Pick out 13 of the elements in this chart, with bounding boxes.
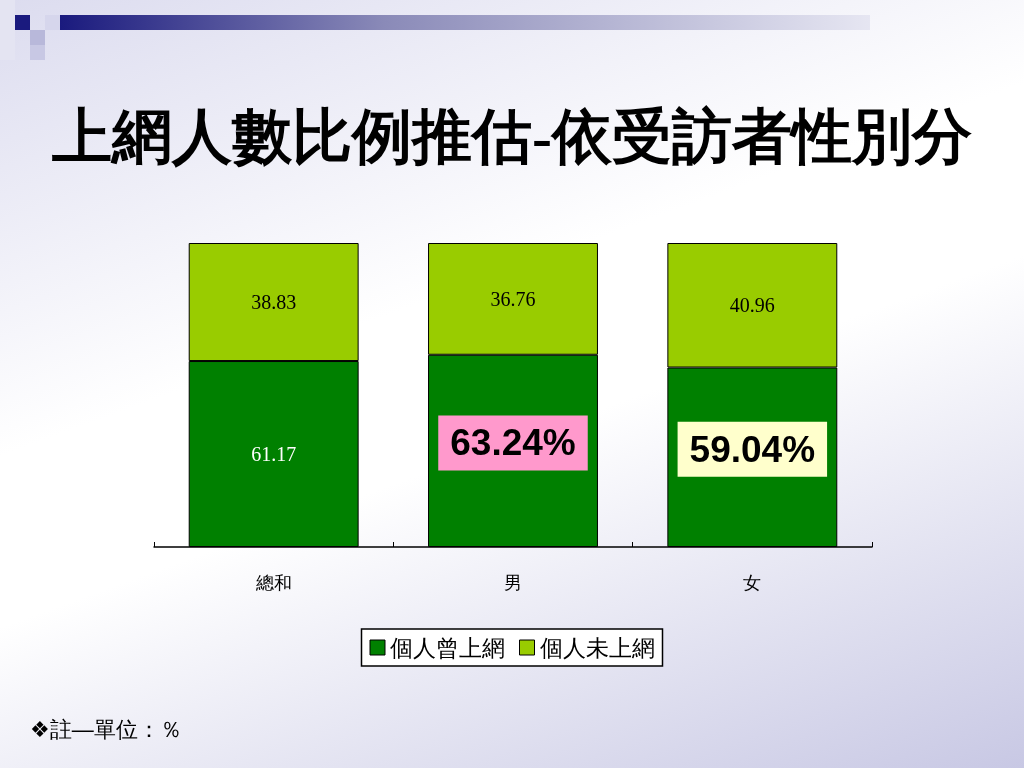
data-label: 38.83 xyxy=(251,291,297,314)
data-label: 61.17 xyxy=(251,443,297,466)
data-label: 59.04% xyxy=(689,428,816,470)
x-tick-label: 男 xyxy=(504,573,522,593)
data-label: 36.76 xyxy=(490,287,536,310)
x-tick-label: 總和 xyxy=(254,573,292,593)
data-label: 40.96 xyxy=(729,294,775,317)
legend-label: 個人未上網 xyxy=(539,634,655,661)
x-tick-label: 女 xyxy=(743,573,762,593)
data-label: 63.24% xyxy=(450,422,576,464)
chart-title: 上網人數比例推估-依受訪者性別分 xyxy=(52,104,972,170)
legend-label: 個人曾上網 xyxy=(390,634,505,661)
text: ❖註—單位：％ xyxy=(30,716,182,742)
